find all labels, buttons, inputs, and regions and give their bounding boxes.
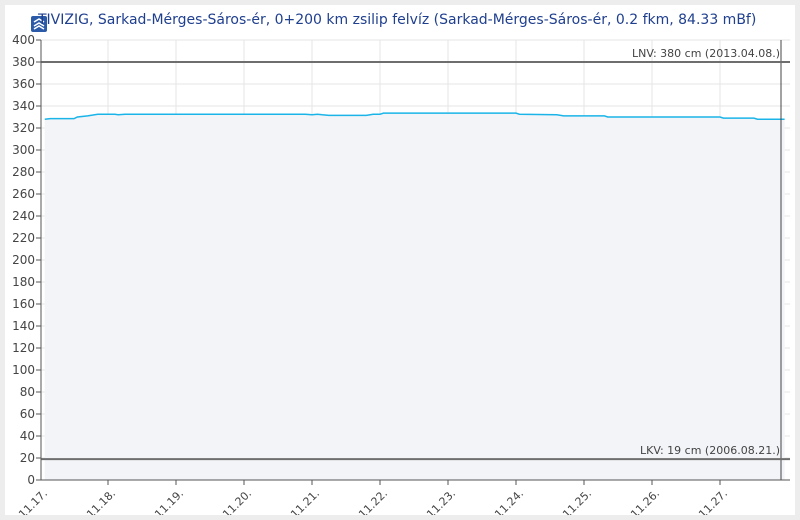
y-tick-label: 60 bbox=[20, 407, 35, 421]
water-level-chart: 0 20 40 60 80 100 120 140 160 180 200 220 240 260 280 3… bbox=[12, 33, 790, 515]
y-tick-label: 300 bbox=[12, 143, 35, 157]
x-tick-label: 11.23. bbox=[424, 487, 458, 515]
y-tick-label: 180 bbox=[12, 275, 35, 289]
x-tick-label: 11.18. bbox=[84, 487, 118, 515]
y-tick-label: 200 bbox=[12, 253, 35, 267]
y-tick-label: 260 bbox=[12, 187, 35, 201]
x-tick-label: 11.17. bbox=[16, 487, 50, 515]
x-tick-label: 11.27. bbox=[696, 487, 730, 515]
chart-title: TIVIZIG, Sarkad-Mérges-Sáros-ér, 0+200 k… bbox=[38, 12, 757, 28]
x-tick-label: 11.26. bbox=[628, 487, 662, 515]
y-tick-label: 360 bbox=[12, 77, 35, 91]
y-tick-label: 220 bbox=[12, 231, 35, 245]
y-tick-label: 240 bbox=[12, 209, 35, 223]
y-tick-label: 120 bbox=[12, 341, 35, 355]
y-tick-label: 280 bbox=[12, 165, 35, 179]
y-tick-label: 320 bbox=[12, 121, 35, 135]
y-tick-label: 40 bbox=[20, 429, 35, 443]
x-tick-label: 11.21. bbox=[288, 487, 322, 515]
tivizig-logo-icon bbox=[31, 16, 47, 32]
y-tick-label: 100 bbox=[12, 363, 35, 377]
y-tick-label: 80 bbox=[20, 385, 35, 399]
y-tick-label: 380 bbox=[12, 55, 35, 69]
y-tick-label: 20 bbox=[20, 451, 35, 465]
x-tick-label: 11.22. bbox=[356, 487, 390, 515]
y-tick-label: 0 bbox=[27, 473, 35, 487]
x-tick-label: 11.20. bbox=[220, 487, 254, 515]
x-tick-label: 11.25. bbox=[560, 487, 594, 515]
x-tick-label: 11.19. bbox=[152, 487, 186, 515]
chart-panel: TIVIZIG, Sarkad-Mérges-Sáros-ér, 0+200 k… bbox=[5, 5, 795, 515]
x-tick-label: 11.24. bbox=[492, 487, 526, 515]
y-tick-label: 160 bbox=[12, 297, 35, 311]
y-tick-label: 140 bbox=[12, 319, 35, 333]
y-tick-label: 400 bbox=[12, 33, 35, 47]
reference-line-label: LKV: 19 cm (2006.08.21.) bbox=[640, 444, 780, 457]
series-line bbox=[44, 112, 785, 120]
reference-line-label: LNV: 380 cm (2013.04.08.) bbox=[632, 47, 780, 60]
y-tick-label: 340 bbox=[12, 99, 35, 113]
series-area bbox=[44, 113, 785, 481]
